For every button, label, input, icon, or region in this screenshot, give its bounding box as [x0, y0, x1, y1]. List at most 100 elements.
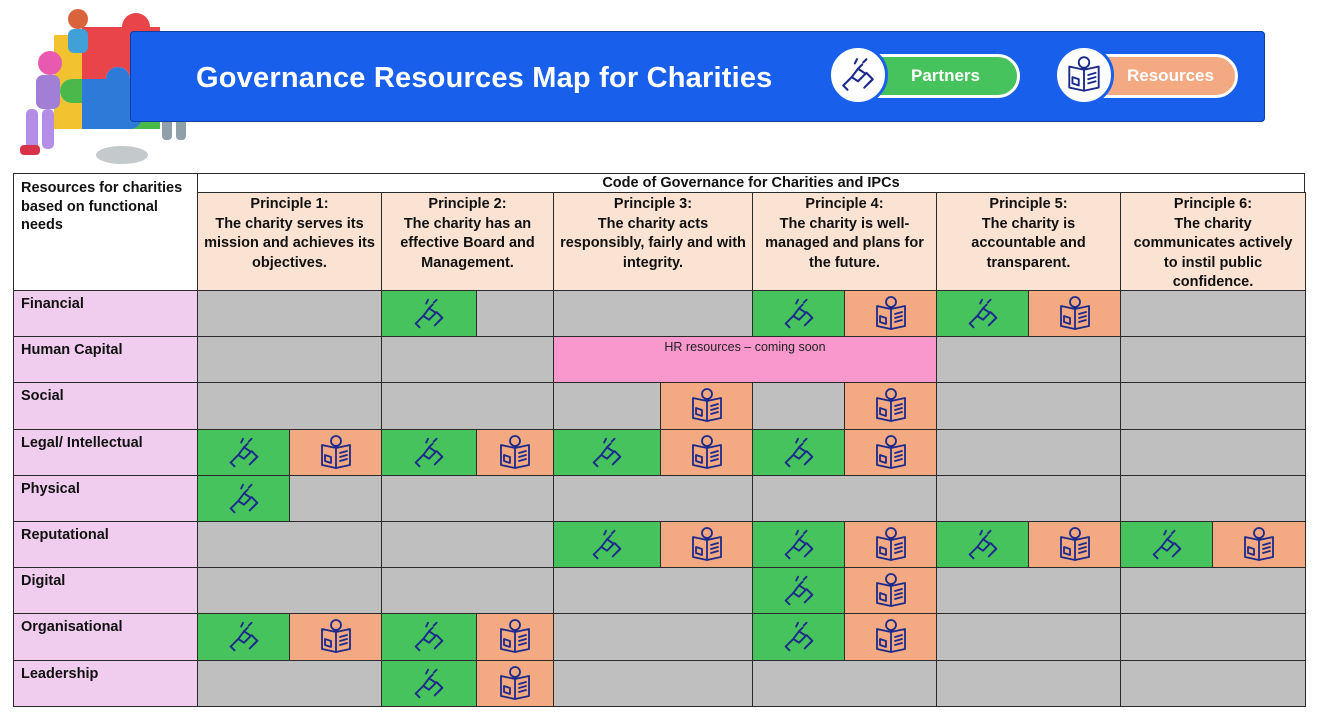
- principle-description: The charity serves its mission and achie…: [204, 215, 375, 271]
- partner-cell[interactable]: [197, 613, 290, 661]
- resource-cell[interactable]: [844, 613, 937, 661]
- empty-cell: [936, 567, 1121, 614]
- empty-cell: [553, 660, 753, 707]
- resource-book-icon: [500, 434, 530, 469]
- empty-cell: [1120, 290, 1306, 337]
- principle-title: Principle 3:: [613, 196, 693, 212]
- resource-book-icon: [875, 434, 906, 469]
- handshake-icon: [592, 437, 622, 467]
- resource-cell[interactable]: [476, 613, 554, 661]
- principle-description: The charity is well-managed and plans fo…: [765, 215, 924, 271]
- resource-book-icon: [320, 434, 351, 469]
- empty-cell: [553, 567, 753, 614]
- empty-cell: [936, 382, 1121, 430]
- resource-cell[interactable]: [660, 382, 753, 430]
- resource-cell[interactable]: [660, 429, 753, 476]
- resource-cell[interactable]: [1028, 521, 1121, 568]
- resource-book-icon: [875, 295, 906, 330]
- partner-cell[interactable]: [381, 613, 477, 661]
- empty-cell: [197, 567, 382, 614]
- principle-description: The charity has an effective Board and M…: [400, 215, 535, 271]
- partner-cell[interactable]: [936, 290, 1029, 337]
- empty-cell: [936, 613, 1121, 661]
- partner-cell[interactable]: [752, 521, 845, 568]
- partner-cell[interactable]: [752, 613, 845, 661]
- handshake-icon: [784, 575, 813, 605]
- empty-cell: [1120, 613, 1306, 661]
- empty-cell: [553, 475, 753, 522]
- empty-cell: [1120, 567, 1306, 614]
- empty-cell: [381, 567, 554, 614]
- resource-cell[interactable]: [660, 521, 753, 568]
- principle-header-6: Principle 6: The charity communicates act…: [1120, 192, 1306, 291]
- row-label-financial: Financial: [13, 290, 198, 337]
- partner-cell[interactable]: [197, 475, 290, 522]
- partner-cell[interactable]: [197, 429, 290, 476]
- principle-description: The charity acts responsibly, fairly and…: [560, 215, 746, 271]
- principle-title: Principle 6:: [1173, 196, 1253, 212]
- empty-cell: [1120, 475, 1306, 522]
- resource-cell[interactable]: [844, 567, 937, 614]
- principle-description: The charity communicates actively to ins…: [1133, 215, 1293, 291]
- empty-cell: [553, 290, 753, 337]
- empty-cell: [197, 521, 382, 568]
- resource-cell[interactable]: [289, 429, 382, 476]
- code-of-governance-header: Code of Governance for Charities and IPC…: [197, 173, 1305, 193]
- row-label-leadership: Leadership: [13, 660, 198, 707]
- row-label-legal-intellectual: Legal/ Intellectual: [13, 429, 198, 476]
- resource-cell[interactable]: [844, 429, 937, 476]
- principle-title: Principle 5:: [989, 196, 1068, 212]
- resource-cell[interactable]: [844, 290, 937, 337]
- resource-book-icon: [1244, 526, 1274, 561]
- empty-cell: [476, 290, 554, 337]
- principle-header-3: Principle 3: The charity acts responsibly…: [553, 192, 753, 291]
- resource-cell[interactable]: [1028, 290, 1121, 337]
- partner-cell[interactable]: [381, 660, 477, 707]
- partner-cell[interactable]: [553, 521, 661, 568]
- row-label-human-capital: Human Capital: [13, 336, 198, 383]
- puzzle-team-illustration: [20, 9, 186, 164]
- row-label-social: Social: [13, 382, 198, 430]
- handshake-icon: [968, 529, 997, 559]
- empty-cell: [752, 475, 937, 522]
- partner-cell[interactable]: [752, 567, 845, 614]
- resource-book-icon: [691, 388, 722, 422]
- partner-cell[interactable]: [381, 429, 477, 476]
- resource-cell[interactable]: [1212, 521, 1306, 568]
- partner-cell[interactable]: [752, 290, 845, 337]
- resource-cell[interactable]: [289, 613, 382, 661]
- partner-cell[interactable]: [752, 429, 845, 476]
- resource-cell[interactable]: [844, 382, 937, 430]
- handshake-icon: [828, 45, 888, 105]
- resource-cell[interactable]: [844, 521, 937, 568]
- resource-book-icon: [1054, 45, 1114, 105]
- empty-cell: [381, 336, 554, 383]
- partner-cell[interactable]: [1120, 521, 1213, 568]
- empty-cell: [936, 660, 1121, 707]
- resource-book-icon: [875, 388, 906, 422]
- resource-book-icon: [1059, 526, 1090, 561]
- partner-cell[interactable]: [553, 429, 661, 476]
- partner-cell[interactable]: [381, 290, 477, 337]
- empty-cell: [381, 475, 554, 522]
- legend-resources-label: Resources: [1127, 66, 1214, 85]
- corner-label: Resources for charities based on functio…: [13, 173, 198, 291]
- resource-book-icon: [1068, 56, 1100, 92]
- principle-header-1: Principle 1: The charity serves its missi…: [197, 192, 382, 291]
- legend-partners-label: Partners: [911, 66, 980, 85]
- resource-book-icon: [500, 619, 530, 653]
- handshake-icon: [968, 298, 997, 328]
- principle-description: The charity is accountable and transpare…: [971, 215, 1086, 271]
- empty-cell: [1120, 336, 1306, 383]
- empty-cell: [381, 382, 554, 430]
- resource-book-icon: [875, 526, 906, 561]
- resource-cell[interactable]: [476, 429, 554, 476]
- resource-book-icon: [1059, 295, 1090, 330]
- partner-cell[interactable]: [936, 521, 1029, 568]
- principle-title: Principle 1:: [250, 196, 329, 212]
- page-title: Governance Resources Map for Charities: [196, 62, 773, 94]
- resource-cell[interactable]: [476, 660, 554, 707]
- principle-title: Principle 2:: [428, 196, 507, 212]
- principle-header-2: Principle 2: The charity has an effective…: [381, 192, 554, 291]
- handshake-icon: [414, 437, 444, 467]
